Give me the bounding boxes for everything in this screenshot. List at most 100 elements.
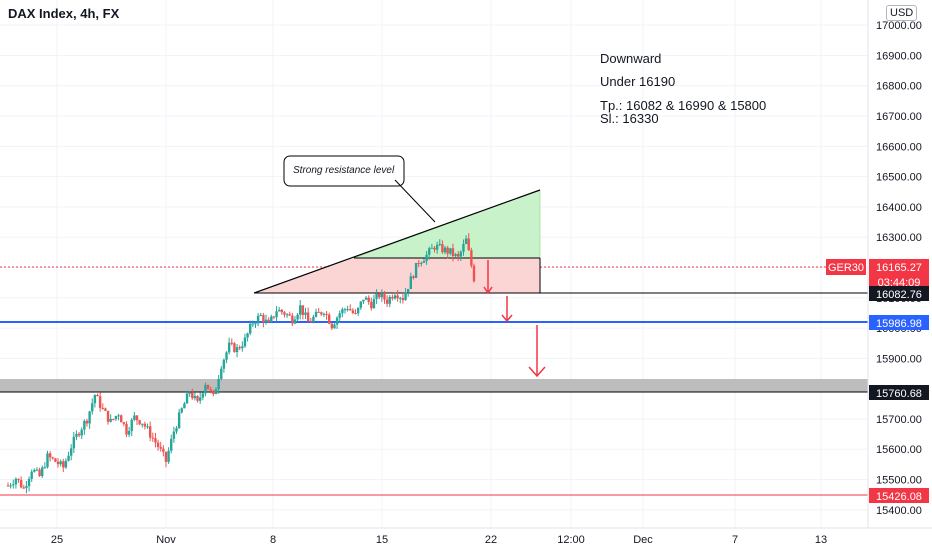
candle-body [420,262,423,264]
candle-body [443,247,447,253]
currency-button[interactable]: USD [886,5,918,21]
level-4-tag: 15426.08 [876,491,922,503]
candle-body [220,368,223,379]
candle-body [341,309,344,314]
level-3-tag: 15760.68 [876,388,922,400]
candle-body [299,305,302,315]
candle-body [433,247,436,250]
candle-body [314,311,318,317]
y-tick-label: 15900.00 [876,353,922,365]
candle-body [375,293,378,299]
candle-body [335,317,339,325]
candle-body [325,313,328,315]
candle-body [249,323,252,334]
candle-body [19,480,23,488]
candle-body [83,420,86,430]
candle-body [243,337,247,347]
candle-body [283,312,286,315]
x-tick-label: Dec [633,534,653,546]
candle-body [225,352,228,360]
note-entry: Under 16190 [600,74,676,89]
candle-body [412,276,415,278]
candle-body [233,343,236,353]
candle-body [246,333,249,338]
candle-body [138,420,141,425]
candle-body [467,238,470,251]
candle-body [230,342,233,344]
candle-body [54,458,57,462]
y-tick-label: 15400.00 [876,505,922,517]
x-tick-label: Nov [156,534,176,546]
candle-body [227,342,231,353]
candle-body [180,408,183,413]
candle-body [114,416,118,420]
candle-body [80,429,83,436]
candle-body [462,244,465,252]
chart-title: DAX Index, 4h, FX [8,6,120,21]
candle-body [25,486,28,489]
x-tick-label: 15 [376,534,388,546]
candle-body [148,426,152,438]
target-arrows [483,260,546,378]
candle-body [262,314,265,323]
candle-body [154,438,157,443]
last-price-tag: 16165.27 [876,262,922,274]
candle-body [62,461,65,468]
candle-body [198,397,202,401]
y-tick-label: 16800.00 [876,81,922,93]
candle-body [204,384,207,394]
candle-body [177,412,181,429]
drawings-layer [0,155,868,496]
candle-body [217,378,220,390]
candle-body [446,247,449,254]
candle-body [9,485,12,487]
candle-body [33,469,36,472]
candle-body [48,453,52,458]
time-axis[interactable]: 25 Nov 8 15 22 12:00 Dec 7 13 [51,534,827,546]
y-tick-label: 16400.00 [876,202,922,214]
y-tick-label: 16700.00 [876,111,922,123]
candle-body [241,346,244,349]
candle-body [51,457,54,459]
symbol-tag: GER30 [828,262,864,274]
y-tick-label: 16900.00 [876,50,922,62]
candle-body [67,455,70,461]
candle-body [414,262,418,278]
price-tags: GER30 16165.27 03:44:09 16082.76 15986.9… [826,259,929,503]
candle-body [162,448,165,452]
candle-body [196,396,199,401]
y-tick-label: 15600.00 [876,444,922,456]
candle-body [85,420,89,424]
candle-body [164,451,168,462]
candle-body [159,446,162,449]
candle-body [304,312,307,315]
candle-body [64,460,68,468]
candle-body [343,309,347,311]
triangle-lower-box [254,258,540,293]
candle-body [120,415,123,423]
note-stoploss: Sl.: 16330 [600,111,659,126]
candle-body [422,261,426,263]
candle-body [385,299,389,304]
candle-body [388,296,391,304]
candle-body [167,450,170,462]
candle-body [96,394,99,397]
x-tick-label: 25 [51,534,63,546]
candle-body [141,423,144,425]
candle-body [14,478,18,485]
candle-body [404,292,407,301]
candle-body [464,238,468,245]
candle-body [206,384,210,390]
candle-body [367,297,370,302]
candle-body [104,408,107,411]
candle-body [238,347,241,349]
candle-body [193,396,197,399]
candle-body [364,297,368,300]
candle-body [117,415,120,417]
candle-body [393,295,397,299]
candle-body [285,314,289,316]
candle-body [212,390,215,395]
candle-body [27,478,31,487]
x-tick-label: 8 [270,534,276,546]
